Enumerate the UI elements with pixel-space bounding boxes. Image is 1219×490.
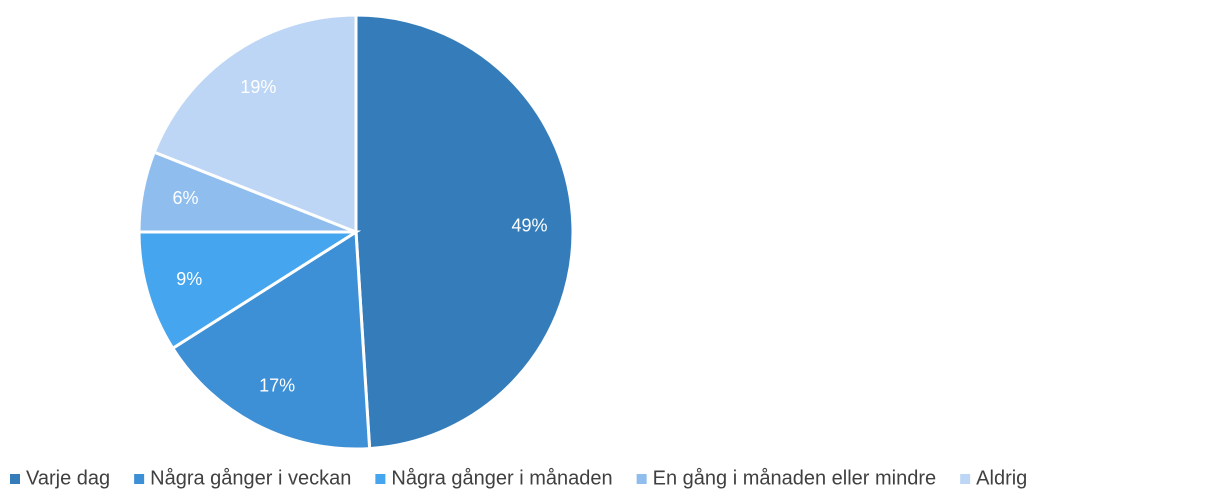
- legend-swatch: [636, 474, 647, 484]
- legend-label: Aldrig: [976, 467, 1027, 489]
- pie-slice: [152, 13, 358, 235]
- data-label: 49%: [511, 215, 547, 235]
- legend-swatch: [10, 474, 20, 484]
- data-label: 19%: [240, 77, 276, 97]
- data-label: 9%: [176, 269, 202, 289]
- legend-swatch: [375, 474, 386, 484]
- data-label: 6%: [172, 188, 198, 208]
- legend-label: Några gånger i månaden: [391, 467, 612, 489]
- pie-slice: [137, 230, 362, 351]
- pie-slice: [170, 229, 372, 451]
- legend-swatch: [134, 474, 145, 484]
- legend-label: Varje dag: [26, 467, 110, 489]
- data-label: 17%: [259, 375, 295, 395]
- legend-label: Några gånger i veckan: [150, 467, 351, 489]
- legend-swatch: [960, 474, 971, 484]
- legend-label: En gång i månaden eller mindre: [653, 467, 937, 489]
- pie-slice: [354, 13, 575, 451]
